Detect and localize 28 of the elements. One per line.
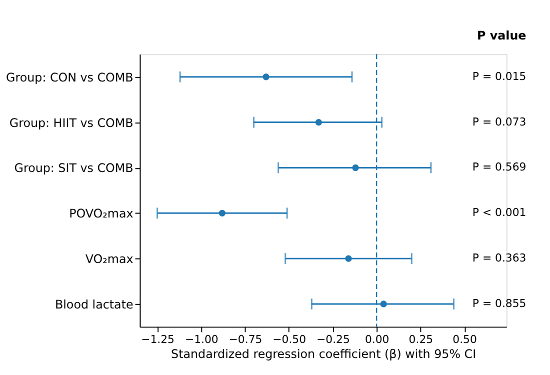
annotation: P = 0.855: [472, 296, 526, 310]
annotation: P = 0.015: [472, 70, 526, 83]
y-tick-label: Group: CON vs COMB: [6, 70, 134, 84]
point: [315, 118, 322, 126]
x-tick-label: −0.50: [272, 333, 306, 346]
y-tick-label: Blood lactate: [54, 297, 134, 312]
x-tick-label: 0.50: [452, 333, 477, 346]
x-tick-label: 0.25: [408, 333, 434, 346]
x-tick-label: −0.25: [316, 333, 350, 346]
y-tick-label: Group: HIIT vs COMB: [9, 116, 134, 130]
x-tick-label: −0.75: [228, 333, 262, 346]
point: [262, 74, 270, 80]
y-tick-label: Group: SIT vs COMB: [14, 161, 134, 176]
point: [352, 164, 359, 172]
point: [218, 210, 226, 216]
y-tick-label: POVO₂max: [69, 206, 134, 221]
point: [345, 255, 352, 262]
text: P value: [477, 28, 526, 42]
y-tick-label: VO₂max: [85, 252, 134, 266]
annotation: P = 0.073: [472, 115, 526, 128]
x-tick-label: −1.25: [141, 333, 174, 346]
annotation: P = 0.363: [472, 252, 526, 265]
annotation: P = 0.569: [472, 160, 526, 174]
x-tick-label: 0.00: [364, 333, 390, 346]
x-tick-label: −1.00: [184, 333, 218, 346]
annotation: P < 0.001: [472, 206, 526, 220]
x-axis-title: Standardized regression coefficient (β) with 95% CI: [171, 346, 476, 361]
point: [380, 300, 387, 308]
